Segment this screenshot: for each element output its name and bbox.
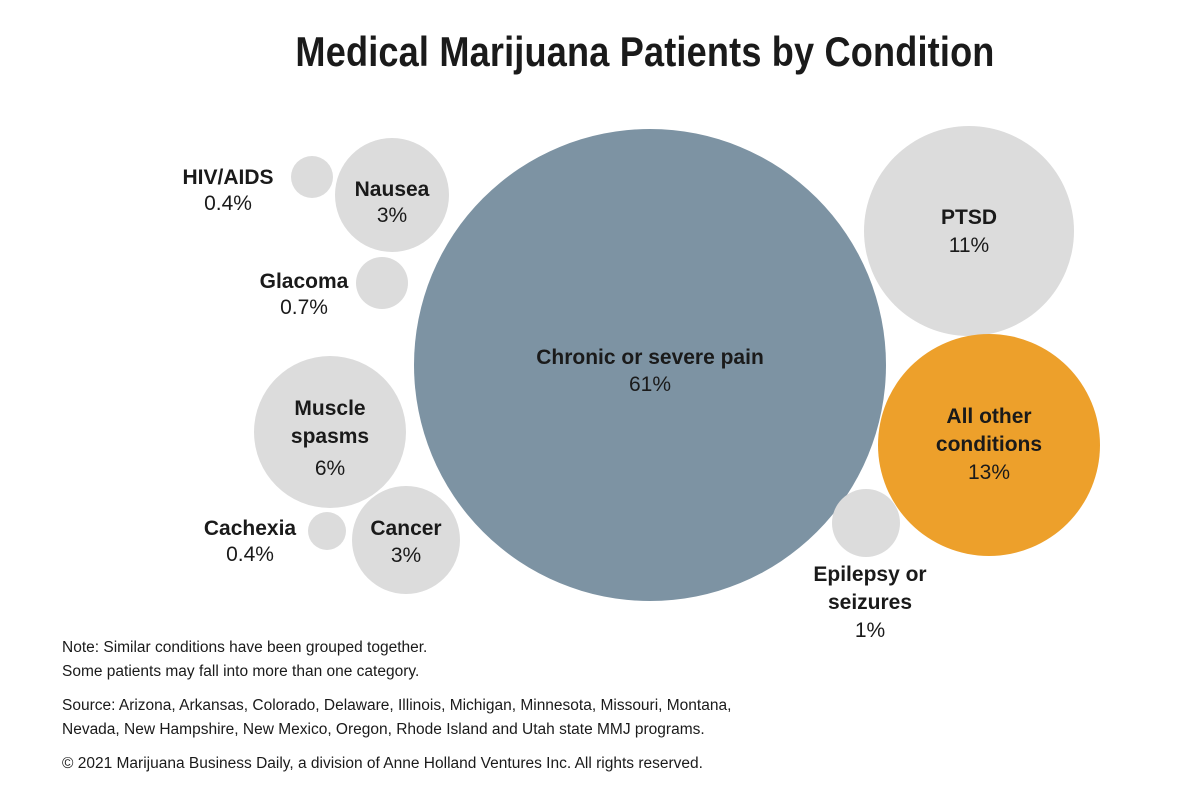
note-line: Some patients may fall into more than on… [62, 663, 420, 680]
bubble-muscle: Muscle spasms 6% [254, 356, 406, 508]
bubble-value-other: 13% [968, 461, 1010, 484]
bubble-hiv: HIV/AIDS 0.4% [182, 156, 333, 215]
bubble-value-glacoma: 0.7% [280, 296, 328, 319]
bubble-value-epilepsy: 1% [855, 619, 885, 642]
bubble-value-pain: 61% [629, 373, 671, 396]
bubble-value-hiv: 0.4% [204, 192, 252, 215]
bubble-value-nausea: 3% [377, 204, 407, 227]
source-line: Nevada, New Hampshire, New Mexico, Orego… [62, 721, 705, 738]
source-note: Source: Arizona, Arkansas, Colorado, Del… [62, 694, 731, 742]
bubble-cancer: Cancer 3% [352, 486, 460, 594]
bubble-value-muscle: 6% [315, 457, 345, 480]
bubble-label-other: All other [946, 405, 1031, 428]
bubble-label-cachexia: Cachexia [204, 517, 297, 540]
bubble-circle-other [878, 334, 1100, 556]
bubble-epilepsy: Epilepsy or seizures 1% [813, 489, 927, 642]
bubble-nausea: Nausea 3% [335, 138, 449, 252]
bubble-circle-hiv [291, 156, 333, 198]
bubble-label-muscle: spasms [291, 425, 369, 448]
bubble-circle-glacoma [356, 257, 408, 309]
bubble-label-epilepsy: Epilepsy or [813, 563, 926, 586]
note-line: Note: Similar conditions have been group… [62, 639, 428, 656]
bubble-circle-muscle [254, 356, 406, 508]
copyright: © 2021 Marijuana Business Daily, a divis… [62, 755, 703, 772]
source-line: Source: Arizona, Arkansas, Colorado, Del… [62, 697, 732, 714]
bubble-circle-cachexia [308, 512, 346, 550]
bubble-circle-ptsd [864, 126, 1074, 336]
bubble-circle-pain [414, 129, 886, 601]
bubble-other: All other conditions 13% [878, 334, 1100, 556]
bubble-value-cachexia: 0.4% [226, 543, 274, 566]
bubble-label-cancer: Cancer [370, 517, 441, 540]
bubble-label-glacoma: Glacoma [260, 270, 349, 293]
bubble-value-cancer: 3% [391, 544, 421, 567]
note: Note: Similar conditions have been group… [62, 636, 427, 684]
bubble-label-hiv: HIV/AIDS [182, 166, 273, 189]
bubble-label-ptsd: PTSD [941, 206, 997, 229]
bubble-circle-cancer [352, 486, 460, 594]
bubble-cachexia: Cachexia 0.4% [204, 512, 346, 566]
bubble-label-epilepsy: seizures [828, 591, 912, 614]
bubble-label-pain: Chronic or severe pain [536, 346, 764, 369]
chart-title: Medical Marijuana Patients by Condition [295, 28, 995, 75]
bubble-label-other: conditions [936, 433, 1042, 456]
bubble-ptsd: PTSD 11% [864, 126, 1074, 336]
bubble-glacoma: Glacoma 0.7% [260, 257, 408, 319]
bubble-label-muscle: Muscle [294, 397, 365, 420]
bubble-label-nausea: Nausea [355, 178, 430, 201]
bubble-circle-epilepsy [832, 489, 900, 557]
bubble-value-ptsd: 11% [949, 234, 989, 257]
bubble-pain: Chronic or severe pain 61% [414, 129, 886, 601]
bubble-circle-nausea [335, 138, 449, 252]
